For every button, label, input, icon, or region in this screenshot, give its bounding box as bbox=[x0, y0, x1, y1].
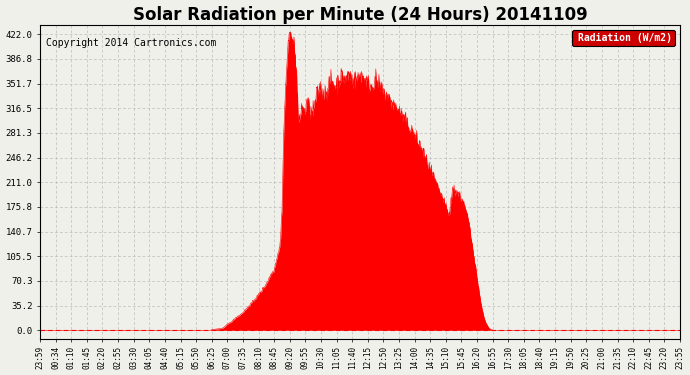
Legend: Radiation (W/m2): Radiation (W/m2) bbox=[572, 30, 675, 46]
Text: Copyright 2014 Cartronics.com: Copyright 2014 Cartronics.com bbox=[46, 38, 217, 48]
Title: Solar Radiation per Minute (24 Hours) 20141109: Solar Radiation per Minute (24 Hours) 20… bbox=[132, 6, 587, 24]
